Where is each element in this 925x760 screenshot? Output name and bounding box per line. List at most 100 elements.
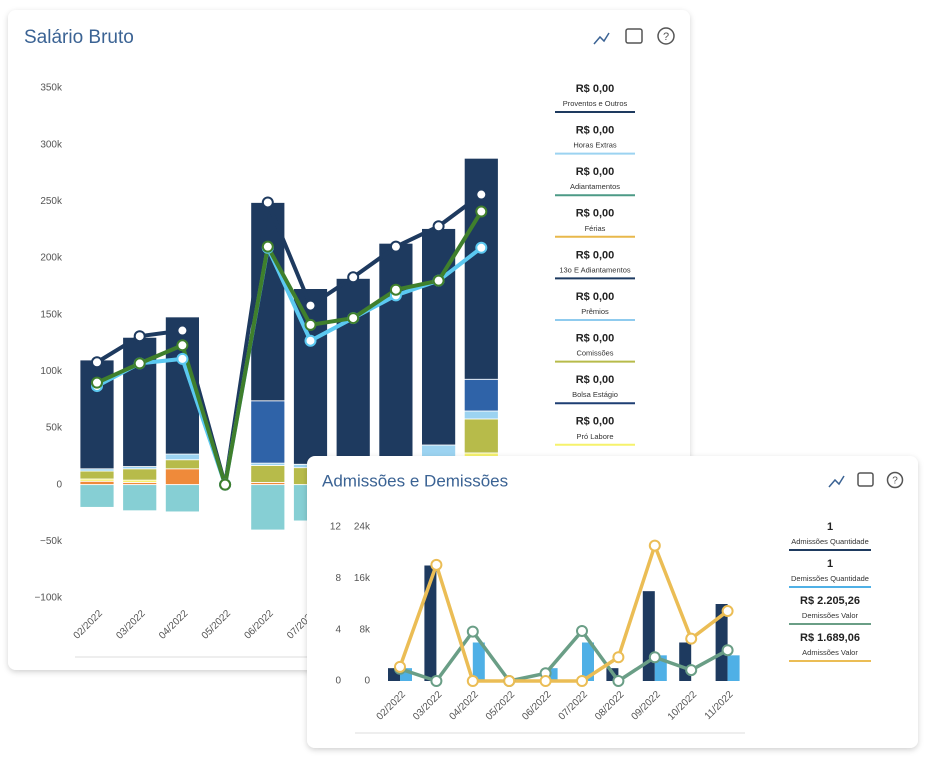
bar-segment [642, 591, 655, 681]
point [91, 376, 103, 389]
y-tick-label: 300k [40, 139, 63, 150]
point [347, 312, 360, 325]
point [304, 318, 317, 331]
point [685, 632, 698, 645]
point [721, 644, 734, 657]
trend-icon[interactable] [593, 32, 610, 45]
point [176, 339, 189, 352]
point [503, 675, 516, 687]
point [176, 352, 189, 365]
help-icon[interactable] [657, 27, 675, 45]
legend-label: Pró Labore [576, 432, 613, 441]
bar-segment [463, 418, 499, 454]
y-tick-label: 24k [354, 522, 371, 533]
salario-card: Salário Bruto ? −100k −50k 0 50k 100k 150k 200… [8, 10, 690, 670]
point [347, 271, 360, 284]
y-tick-label: −50k [40, 536, 63, 547]
bar-segment [378, 242, 414, 458]
point [612, 675, 625, 687]
y-tick-label: 16k [354, 573, 371, 584]
bar-segment [250, 400, 286, 464]
y-tick-label: 350k [40, 83, 63, 94]
legend-value: 1 [827, 521, 833, 533]
expand-icon[interactable] [857, 472, 874, 487]
legend-label: Proventos e Outros [563, 99, 628, 108]
legend-value: R$ 1.689,06 [800, 632, 860, 644]
legend-label: Demissões Quantidade [791, 574, 869, 583]
line [399, 629, 729, 683]
legend-label: 13o E Adiantamentos [559, 265, 631, 274]
help-glyph: ? [892, 476, 898, 487]
point [389, 240, 402, 253]
bar-segment [582, 642, 594, 681]
point [176, 324, 189, 337]
bar-segment [164, 468, 200, 486]
bar-segment [79, 480, 115, 486]
legend-label: Bolsa Estágio [572, 390, 618, 399]
bar-segment [727, 655, 740, 681]
bar-segment [79, 470, 115, 480]
point [475, 188, 488, 201]
point [133, 357, 146, 370]
point [304, 299, 317, 312]
y-tick-label: 0 [56, 479, 62, 490]
bar-segment [250, 464, 286, 483]
y-tick-label: 4 [335, 624, 341, 635]
point [432, 274, 445, 287]
bar-segment [164, 484, 200, 513]
chart-title: Admissões e Demissões [322, 471, 508, 490]
help-glyph: ? [663, 31, 669, 43]
legend-label: Férias [585, 224, 606, 233]
toolbar: ? [593, 27, 675, 45]
y-tick-label: 8k [359, 624, 371, 635]
y-tick-label: 12 [330, 522, 342, 533]
legend-label: Adiantamentos [570, 182, 620, 191]
point [648, 539, 661, 552]
point [261, 240, 274, 253]
line [96, 245, 483, 487]
legend-value: R$ 0,00 [576, 125, 615, 137]
legend-label: Prêmios [581, 307, 609, 316]
point [475, 205, 488, 218]
legend-value: R$ 0,00 [576, 166, 615, 178]
bar-segment [164, 453, 200, 461]
point [612, 651, 625, 664]
point [576, 624, 588, 637]
chart-title: Salário Bruto [24, 27, 134, 48]
bar-segment [463, 410, 499, 420]
help-icon[interactable] [886, 471, 904, 489]
point [430, 558, 443, 571]
legend-value: R$ 0,00 [576, 249, 615, 261]
trend-icon[interactable] [828, 475, 845, 488]
legend-label: Demissões Valor [802, 611, 859, 620]
legend-value: R$ 0,00 [576, 333, 615, 345]
y-tick-label: 50k [46, 423, 63, 434]
bar-segment [122, 484, 158, 512]
point [576, 675, 588, 687]
point [304, 334, 317, 347]
point [133, 330, 146, 343]
point [219, 478, 232, 491]
expand-icon[interactable] [625, 28, 643, 44]
point [466, 675, 479, 687]
bar-segment [250, 484, 286, 531]
bar-segment [122, 468, 158, 481]
legend-value: R$ 0,00 [576, 208, 615, 220]
legend-label: Admissões Valor [802, 648, 858, 657]
y-tick-label: −100k [34, 593, 63, 604]
line [96, 210, 484, 487]
y-tick-label: 0 [335, 676, 341, 687]
point [475, 241, 488, 254]
point [466, 625, 479, 638]
bar-segment [463, 378, 499, 412]
legend-value: R$ 0,00 [576, 83, 615, 95]
point [648, 651, 661, 664]
toolbar: ? [828, 471, 904, 489]
y-tick-label: 100k [40, 366, 63, 377]
point [685, 664, 698, 677]
y-tick-label: 0 [364, 676, 370, 687]
legend-value: R$ 0,00 [576, 416, 615, 428]
admissoes-card: Admissões e Demissões ? 0481208k16k24k02… [307, 456, 918, 748]
legend-value: R$ 2.205,26 [800, 595, 860, 607]
